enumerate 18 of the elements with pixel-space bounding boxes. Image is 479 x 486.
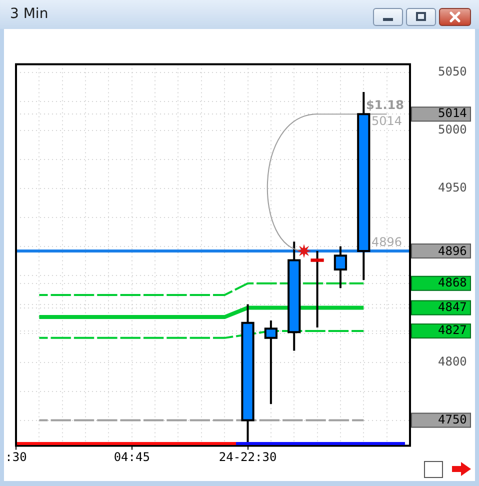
y-tick-label: 4827 <box>438 323 467 338</box>
annotation: 4896 <box>371 235 402 250</box>
y-tick-label: 4868 <box>438 276 467 290</box>
y-tick-label: 4800 <box>438 354 467 368</box>
y-tick-label: 5050 <box>438 64 467 78</box>
ref-line-label: 4896 <box>438 244 467 258</box>
annotation: $1.18 <box>366 98 404 112</box>
annotation: 5014 <box>371 114 402 128</box>
y-tick-label: 4847 <box>438 300 467 314</box>
chart-title: 3 Min <box>10 6 48 23</box>
candlestick <box>310 250 324 328</box>
x-tick-label: 04:45 <box>114 450 150 464</box>
y-tick-label: 5000 <box>438 122 467 136</box>
x-tick-label: 24-22:30 <box>218 450 277 464</box>
y-tick-label: 4750 <box>438 412 467 426</box>
y-tick-label: 5014 <box>438 106 467 120</box>
y-tick-label: 4950 <box>438 180 467 194</box>
x-tick-label: :30 <box>5 450 27 464</box>
